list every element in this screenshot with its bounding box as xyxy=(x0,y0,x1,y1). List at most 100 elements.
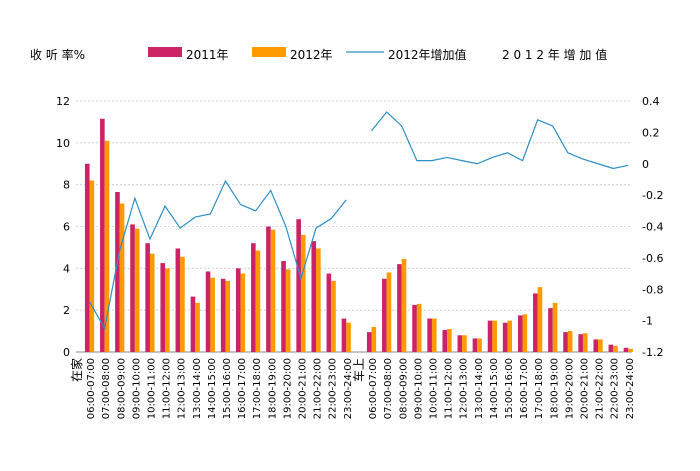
x-tick-label: 14:00-15:00 xyxy=(207,358,218,419)
bar-2011 xyxy=(382,278,387,352)
bar-2011 xyxy=(251,243,256,352)
bar-2012 xyxy=(165,268,170,352)
y-left-tick-label: 6 xyxy=(63,221,70,234)
x-tick-label: 23:00-24:00 xyxy=(343,358,354,419)
x-tick-label: 15:00-16:00 xyxy=(222,358,233,419)
bar-2011 xyxy=(412,304,417,352)
x-tick-label: 11:00-12:00 xyxy=(162,358,173,419)
x-tick-label: 06:00-07:00 xyxy=(86,358,97,419)
bar-2011 xyxy=(457,335,463,352)
bar-2011 xyxy=(563,332,568,352)
bar-2011 xyxy=(190,296,196,352)
x-tick-label: 07:00-08:00 xyxy=(101,358,112,419)
x-tick-label: 09:00-10:00 xyxy=(131,358,142,419)
bar-2011 xyxy=(366,332,372,352)
bar-2012 xyxy=(346,322,351,352)
bar-2012 xyxy=(270,229,276,352)
bar-2011 xyxy=(502,322,508,352)
bar-2012 xyxy=(225,280,231,352)
x-tick-label: 17:00-18:00 xyxy=(252,358,263,419)
bar-2012 xyxy=(255,250,261,352)
legend-swatch-2012 xyxy=(252,47,286,57)
x-tick-label: 21:00-22:00 xyxy=(313,358,324,419)
bar-2012 xyxy=(240,273,246,352)
x-tick-label: 13:00-14:00 xyxy=(474,358,485,419)
bar-2012 xyxy=(447,328,452,352)
legend-label-2011: 2011年 xyxy=(186,48,229,62)
bar-2012 xyxy=(300,234,306,352)
x-tick-label: 18:00-19:00 xyxy=(267,358,278,419)
bar-2011 xyxy=(175,248,181,352)
bar-2012 xyxy=(537,287,543,352)
bar-2011 xyxy=(341,318,347,352)
y-right-tick-label: 0.2 xyxy=(642,126,660,139)
bar-2012 xyxy=(431,318,437,352)
bar-2011 xyxy=(220,278,226,352)
x-tick-label: 08:00-09:00 xyxy=(116,358,127,419)
y-right-tick-label: -0.8 xyxy=(642,283,663,296)
y-right-tick-label: -0.6 xyxy=(642,252,663,265)
increase-line xyxy=(371,111,629,170)
left-axis-title: 收 听 率% xyxy=(30,47,85,62)
x-tick-label: 12:00-13:00 xyxy=(177,358,188,419)
bar-2011 xyxy=(487,320,493,352)
bar-2012 xyxy=(134,228,140,352)
right-axis-title: 2 0 1 2 年 增 加 值 xyxy=(502,47,607,62)
x-tick-label: 20:00-21:00 xyxy=(579,358,590,419)
bar-2012 xyxy=(104,140,110,352)
bar-2011 xyxy=(145,243,150,352)
bar-2011 xyxy=(84,163,90,352)
bar-2011 xyxy=(517,315,523,352)
x-tick-label: 21:00-22:00 xyxy=(595,358,606,419)
bar-2012 xyxy=(567,331,573,352)
x-tick-label: 22:00-23:00 xyxy=(610,358,621,419)
y-left-tick-label: 10 xyxy=(56,137,70,150)
bar-2012 xyxy=(582,333,588,352)
bar-2011 xyxy=(296,219,301,352)
bar-2011 xyxy=(427,318,432,352)
bar-2011 xyxy=(205,271,211,352)
legend: 收 听 率% 2011年 2012年 2012年增加值 2 0 1 2 年 增 … xyxy=(30,47,607,62)
bar-2012 xyxy=(462,335,467,352)
bar-2012 xyxy=(149,253,155,352)
x-tick-label: 15:00-16:00 xyxy=(504,358,515,419)
x-tick-label: 10:00-11:00 xyxy=(146,358,157,419)
bar-2012 xyxy=(331,280,336,352)
bar-2012 xyxy=(522,314,528,352)
y-right-tick-label: -1 xyxy=(642,315,653,328)
y-right-tick-label: -0.2 xyxy=(642,189,663,202)
bar-2011 xyxy=(281,261,286,352)
bar-2012 xyxy=(386,272,392,352)
y-left-tick-label: 8 xyxy=(63,179,70,192)
bar-2011 xyxy=(593,339,599,352)
bar-2011 xyxy=(608,344,614,352)
bar-2012 xyxy=(195,302,200,352)
bar-2012 xyxy=(210,277,215,352)
y-left-tick-label: 0 xyxy=(63,346,70,359)
plot-area: 0 2 4 6 8 10 12 -1.2 -1 -0.8 -0.6 -0.4 -0.2 0 0.2 0.4 在家… xyxy=(56,95,663,419)
bar-2011 xyxy=(472,338,478,352)
legend-swatch-2011 xyxy=(148,47,182,57)
bar-2012 xyxy=(492,320,497,352)
bar-2011 xyxy=(326,273,332,352)
bar-2012 xyxy=(613,345,618,352)
x-tick-label: 08:00-09:00 xyxy=(398,358,409,419)
bar-2012 xyxy=(628,348,633,352)
bar-2011 xyxy=(160,263,166,352)
x-tick-label: 12:00-13:00 xyxy=(459,358,470,419)
x-tick-label: 19:00-20:00 xyxy=(564,358,575,419)
bar-2011 xyxy=(235,268,241,352)
x-tick-label: 07:00-08:00 xyxy=(383,358,394,419)
bar-2011 xyxy=(578,334,583,352)
bar-2011 xyxy=(397,264,402,352)
x-tick-label: 10:00-11:00 xyxy=(428,358,439,419)
y-right-tick-label: -1.2 xyxy=(642,346,663,359)
bar-2012 xyxy=(477,338,482,352)
bar-2011 xyxy=(533,293,538,352)
x-tick-label: 16:00-17:00 xyxy=(519,358,530,419)
y-right-tick-label: 0 xyxy=(642,158,649,171)
group-label: 在家 xyxy=(69,358,84,382)
bar-2012 xyxy=(180,256,185,352)
bar-2011 xyxy=(442,330,448,352)
